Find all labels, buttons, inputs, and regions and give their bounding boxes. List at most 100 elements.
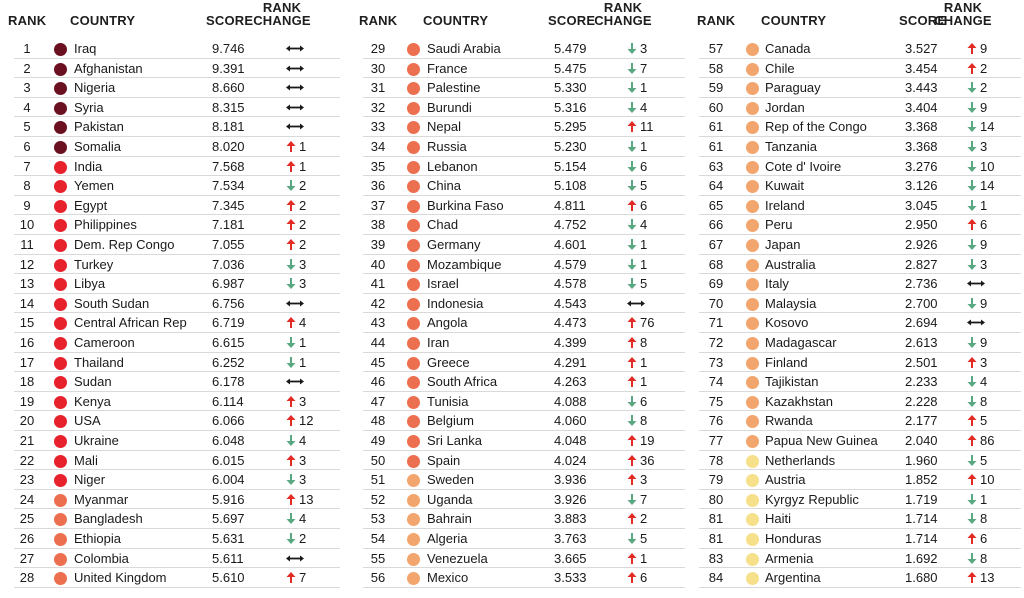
risk-dot (407, 297, 420, 311)
risk-dot (746, 454, 759, 468)
table-row: 37 Burkina Faso 4.811 6 (355, 196, 690, 216)
rank-change-value: 6 (640, 570, 648, 586)
rank-value: 38 (370, 217, 386, 233)
score-value: 4.048 (554, 433, 587, 448)
rank-change: 3 (285, 257, 306, 272)
rank-value: 18 (19, 374, 35, 390)
table-row: 34 Russia 5.230 1 (355, 137, 690, 157)
arrow-up-icon (285, 199, 297, 212)
rank-change-value: 10 (980, 472, 995, 488)
rank-value: 37 (370, 197, 386, 213)
arrow-up-icon (626, 512, 638, 525)
score-value: 3.763 (554, 531, 587, 546)
score-value: 6.004 (212, 472, 245, 488)
country-name: Dem. Rep Congo (74, 237, 175, 252)
rank-change-value: 2 (299, 531, 307, 546)
country-name: Chad (427, 217, 459, 233)
arrow-up-icon (626, 434, 638, 447)
score-value: 5.611 (212, 550, 244, 566)
risk-dot (54, 43, 67, 56)
country-name: Philippines (74, 217, 137, 233)
rank-change-value: 8 (980, 550, 988, 566)
score-value: 4.601 (554, 237, 587, 252)
rank-value: 49 (370, 433, 386, 448)
country-name: Germany (427, 237, 481, 252)
table-row: 68 Australia 2.827 3 (695, 255, 1024, 275)
table-row: 39 Germany 4.601 1 (355, 235, 690, 255)
rank-change-value: 3 (299, 452, 307, 468)
risk-dot (407, 513, 420, 527)
no-change-icon (285, 375, 305, 388)
score-value: 5.479 (554, 41, 587, 56)
rank-value: 74 (708, 374, 724, 390)
arrow-down-icon (626, 395, 638, 408)
header-country: COUNTRY (761, 13, 827, 28)
rank-change: 3 (285, 276, 306, 291)
rank-value: 77 (708, 433, 724, 448)
rank-change-value: 1 (980, 197, 988, 213)
score-value: 4.291 (554, 354, 587, 370)
rank-value: 51 (370, 472, 386, 488)
country-name: Kazakhstan (765, 393, 833, 409)
score-value: 2.736 (905, 276, 938, 292)
score-value: 3.936 (554, 472, 587, 488)
no-change-icon (626, 297, 646, 310)
score-value: 2.040 (905, 433, 938, 448)
risk-dot (407, 219, 420, 233)
rank-change: 2 (285, 198, 306, 213)
score-value: 6.615 (212, 335, 245, 350)
score-value: 4.543 (554, 295, 587, 311)
country-name: India (74, 158, 103, 174)
row-divider (699, 253, 1021, 255)
rank-value: 79 (708, 472, 724, 488)
score-value: 2.233 (905, 374, 938, 390)
rank-value: 33 (370, 119, 386, 135)
no-change-icon (285, 42, 305, 55)
rank-change-value: 8 (980, 393, 988, 409)
arrow-down-icon (285, 512, 297, 525)
rank-change-value: 1 (640, 256, 648, 272)
row-divider (14, 469, 340, 471)
risk-dot (54, 572, 67, 586)
score-value: 1.852 (905, 472, 938, 488)
arrow-up-icon (285, 316, 297, 329)
score-value: 9.746 (212, 41, 245, 56)
country-name: Mozambique (427, 256, 502, 272)
table-row: 46 South Africa 4.263 1 (355, 372, 690, 392)
table-row: 47 Tunisia 4.088 6 (355, 392, 690, 412)
rank-change-value: 5 (640, 531, 648, 546)
arrow-down-icon (966, 375, 978, 388)
country-name: Burundi (427, 99, 472, 115)
row-divider (363, 469, 685, 471)
row-divider (699, 96, 1021, 98)
rank-value: 84 (708, 570, 724, 586)
arrow-down-icon (285, 473, 297, 486)
risk-dot (746, 376, 759, 390)
country-name: Russia (427, 139, 467, 154)
no-change-icon (285, 81, 305, 94)
rank-change-value: 2 (980, 60, 988, 76)
arrow-down-icon (966, 120, 978, 133)
risk-dot (746, 82, 759, 96)
rank-change: 1 (626, 355, 647, 370)
rank-value: 5 (23, 119, 31, 135)
score-value: 7.036 (212, 256, 245, 272)
rank-change: 8 (966, 551, 987, 566)
table-row: 53 Bahrain 3.883 2 (355, 509, 690, 529)
risk-dot (746, 552, 759, 566)
table-row: 12 Turkey 7.036 3 (0, 255, 345, 275)
risk-dot (54, 454, 67, 468)
rank-value: 36 (370, 178, 386, 194)
row-divider (699, 214, 1021, 216)
table-row: 5 Pakistan 8.181 (0, 117, 345, 137)
country-name: Indonesia (427, 295, 484, 311)
rank-change: 2 (285, 178, 306, 193)
header-score: SCORE (206, 13, 254, 28)
row-divider (699, 77, 1021, 79)
rank-value: 53 (370, 511, 386, 527)
rank-change-value: 12 (299, 413, 314, 429)
risk-dot (54, 219, 67, 233)
arrow-up-icon (966, 218, 978, 231)
table-row: 81 Honduras 1.714 6 (695, 529, 1024, 549)
table-row: 7 India 7.568 1 (0, 157, 345, 177)
